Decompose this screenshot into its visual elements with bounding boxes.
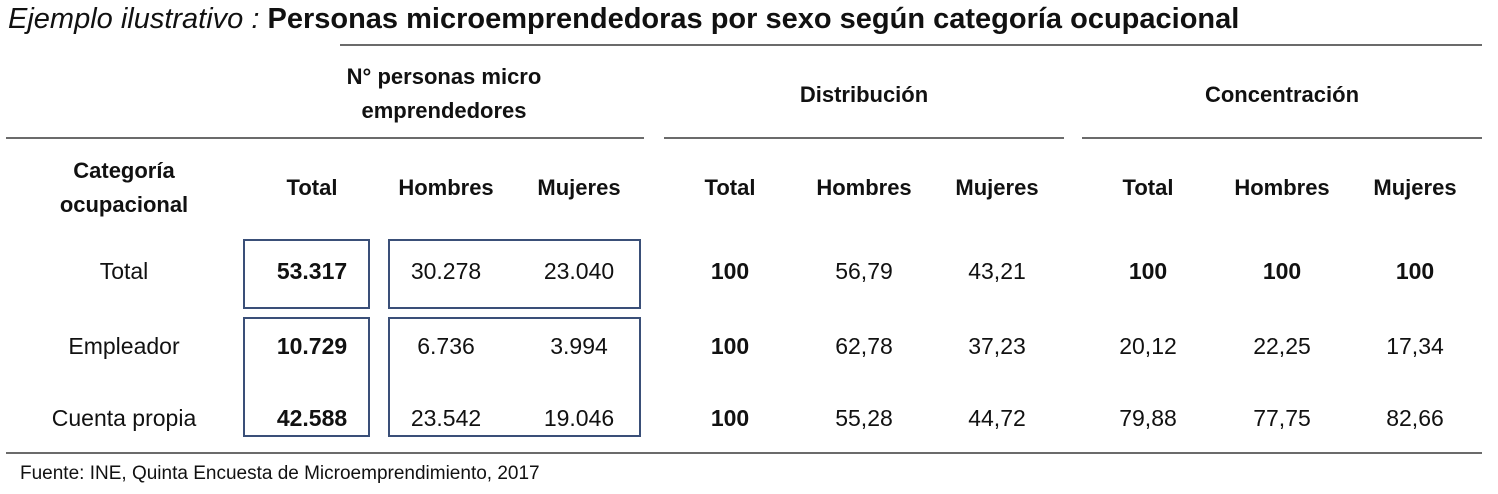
- highlight-box-total-row-sex: [388, 239, 641, 309]
- cell-count-hombres: 23.542: [410, 405, 482, 431]
- highlight-box-subcategories-sex: [388, 317, 641, 437]
- cell-count-mujeres: 19.046: [543, 405, 615, 431]
- column-header-count-hombres: Hombres: [398, 175, 494, 200]
- group-header-count: N° personas micro emprendedores: [244, 60, 644, 128]
- cell-conc-total: 79,88: [1119, 405, 1177, 431]
- cell-dist-total: 100: [710, 333, 750, 359]
- cell-count-hombres: 30.278: [410, 258, 482, 284]
- bottom-rule: [6, 452, 1482, 454]
- group-rule-count: [6, 137, 644, 139]
- cell-dist-hombres: 62,78: [835, 333, 893, 359]
- highlight-box-total-row-total: [243, 239, 370, 309]
- cell-conc-total: 100: [1128, 258, 1168, 284]
- group-rule-distribution: [664, 137, 1064, 139]
- cell-dist-mujeres: 43,21: [968, 258, 1026, 284]
- row-label-empleador: Empleador: [68, 333, 180, 359]
- cell-count-total: 10.729: [276, 333, 348, 359]
- cell-conc-hombres: 22,25: [1253, 333, 1311, 359]
- title-main-part: Personas microemprendedoras por sexo seg…: [259, 3, 1240, 35]
- column-header-category: Categoría ocupacional: [4, 154, 244, 222]
- page-title: Ejemplo ilustrativo : Personas microempr…: [8, 0, 1239, 38]
- cell-conc-hombres: 77,75: [1253, 405, 1311, 431]
- cell-count-total: 53.317: [276, 258, 348, 284]
- column-header-dist-total: Total: [704, 175, 756, 200]
- group-header-count-line2: emprendedores: [361, 98, 527, 123]
- cell-count-mujeres: 3.994: [550, 333, 608, 359]
- cell-dist-hombres: 55,28: [835, 405, 893, 431]
- column-header-category-line2: ocupacional: [59, 192, 189, 217]
- title-rule: [340, 44, 1482, 46]
- source-note: Fuente: INE, Quinta Encuesta de Microemp…: [20, 463, 540, 484]
- cell-count-hombres: 6.736: [417, 333, 475, 359]
- cell-count-mujeres: 23.040: [543, 258, 615, 284]
- column-header-conc-hombres: Hombres: [1234, 175, 1330, 200]
- cell-conc-mujeres: 82,66: [1386, 405, 1444, 431]
- group-header-count-line1: N° personas micro: [346, 64, 542, 89]
- highlight-box-subcategories-total: [243, 317, 370, 437]
- row-label-cuenta-propia: Cuenta propia: [51, 405, 197, 431]
- cell-conc-total: 20,12: [1119, 333, 1177, 359]
- group-header-concentration: Concentración: [1204, 82, 1360, 107]
- cell-conc-hombres: 100: [1262, 258, 1302, 284]
- row-label-total: Total: [99, 258, 149, 284]
- column-header-conc-mujeres: Mujeres: [1373, 175, 1457, 200]
- column-header-category-line1: Categoría: [73, 158, 175, 183]
- cell-dist-total: 100: [710, 258, 750, 284]
- cell-dist-hombres: 56,79: [835, 258, 893, 284]
- title-italic-part: Ejemplo ilustrativo :: [8, 3, 260, 35]
- group-rule-concentration: [1082, 137, 1482, 139]
- group-header-distribution: Distribución: [799, 82, 929, 107]
- column-header-dist-hombres: Hombres: [816, 175, 912, 200]
- cell-dist-mujeres: 37,23: [968, 333, 1026, 359]
- cell-conc-mujeres: 100: [1395, 258, 1435, 284]
- cell-dist-mujeres: 44,72: [968, 405, 1026, 431]
- cell-count-total: 42.588: [276, 405, 348, 431]
- column-header-dist-mujeres: Mujeres: [955, 175, 1039, 200]
- cell-dist-total: 100: [710, 405, 750, 431]
- column-header-count-mujeres: Mujeres: [537, 175, 621, 200]
- cell-conc-mujeres: 17,34: [1386, 333, 1444, 359]
- column-header-conc-total: Total: [1122, 175, 1174, 200]
- column-header-count-total: Total: [286, 175, 338, 200]
